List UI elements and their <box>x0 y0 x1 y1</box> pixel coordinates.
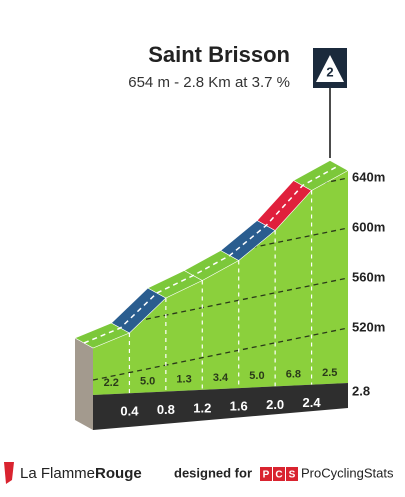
title: Saint Brisson <box>148 42 290 67</box>
gradient-label: 2.5 <box>322 367 337 379</box>
x-tick-label: 1.2 <box>193 400 211 415</box>
brand: La FlammeRouge <box>20 465 142 482</box>
gradient-label: 3.4 <box>213 372 229 384</box>
grid-line <box>93 277 348 331</box>
y-tick-label: 640m <box>352 169 385 184</box>
badge-triangle <box>316 55 344 82</box>
pcs-box <box>273 467 285 481</box>
pcs-letter: C <box>275 470 282 481</box>
pcs-letter: S <box>289 470 296 481</box>
x-tick-label: 1.6 <box>230 399 248 414</box>
side-face <box>75 338 93 430</box>
front-face <box>93 170 348 395</box>
y-tick-label: 600m <box>352 219 385 234</box>
x-tick-label: 2.8 <box>352 383 370 398</box>
plot: 520m 560m 600m 640m 2.2 5.0 1.3 3.4 5.0 6.8 2.5 0.4… <box>74 160 385 430</box>
x-tick-label: 2.0 <box>266 397 284 412</box>
pcs-box <box>260 467 272 481</box>
brand-logo <box>4 462 14 484</box>
profile-line <box>83 164 340 344</box>
y-tick-label: 560m <box>352 269 385 284</box>
category-label: 2 <box>326 64 333 79</box>
gradient-label: 5.0 <box>140 375 155 387</box>
grid-line <box>93 327 348 381</box>
designed-for: designed for <box>174 465 252 480</box>
gradient-label: 6.8 <box>286 368 301 380</box>
y-tick-label: 520m <box>352 319 385 334</box>
x-tick-label: 2.4 <box>303 395 322 410</box>
x-tick-label: 0.4 <box>120 404 139 419</box>
gradient-label: 5.0 <box>249 370 264 382</box>
pcs-letter: P <box>263 470 270 481</box>
brand-a: La Flamme <box>20 465 95 482</box>
base-band <box>93 383 348 430</box>
pcs-name: ProCyclingStats <box>301 465 394 480</box>
gradient-label: 2.2 <box>104 377 119 389</box>
subtitle: 654 m - 2.8 Km at 3.7 % <box>128 74 290 91</box>
pcs-box <box>286 467 298 481</box>
x-tick-label: 0.8 <box>157 402 175 417</box>
brand-b: Rouge <box>95 465 142 482</box>
gradient-label: 1.3 <box>176 374 191 386</box>
